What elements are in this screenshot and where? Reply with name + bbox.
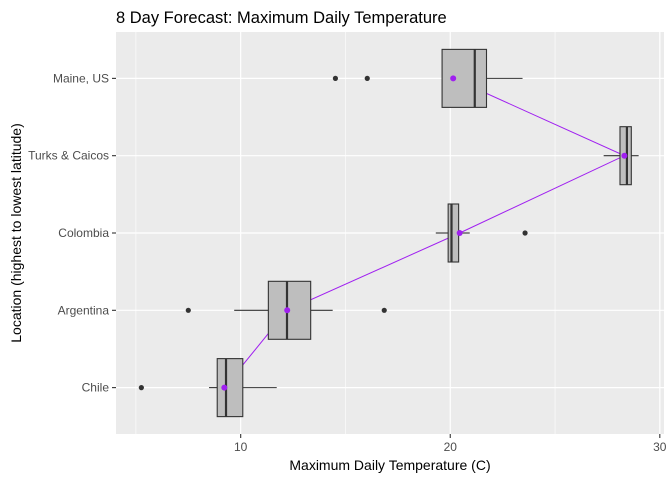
x-tick-label: 30 [653,440,667,454]
mean-point [221,384,228,391]
boxplot-4 [138,358,277,418]
y-tick-label: Argentina [58,303,110,317]
mean-point [621,152,628,159]
x-tick-label: 20 [444,440,458,454]
y-tick-label: Turks & Caicos [28,149,109,163]
mean-point [456,230,463,236]
x-axis-title: Maximum Daily Temperature (C) [289,457,490,473]
outlier-point [364,75,370,81]
box [216,358,244,418]
y-axis-title: Location (highest to lowest latitude) [8,123,24,342]
y-tick-label: Colombia [58,226,109,240]
mean-point [450,75,457,82]
y-axis: Maine, US Turks & Caicos Colombia Argentina… [28,71,116,395]
chart-title: 8 Day Forecast: Maximum Daily Temperatur… [116,9,447,27]
outlier-point [522,230,528,236]
box [441,48,488,108]
mean-point [284,307,291,314]
x-axis: 10 20 30 [234,434,667,454]
y-tick-label: Maine, US [53,71,109,85]
outlier-point [138,385,144,391]
x-tick-label: 10 [234,440,248,454]
boxplot-0 [332,48,523,108]
outlier-point [185,307,191,313]
outlier-point [381,307,387,313]
mean-points [221,75,628,391]
outlier-point [332,75,339,81]
major-gridlines [116,32,664,434]
y-tick-label: Chile [82,381,110,395]
